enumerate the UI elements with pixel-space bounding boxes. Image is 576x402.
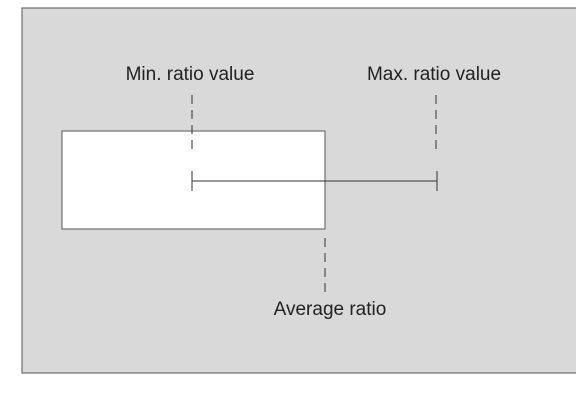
average-label: Average ratio: [274, 299, 387, 320]
min-label: Min. ratio value: [126, 64, 255, 85]
max-label: Max. ratio value: [367, 64, 501, 85]
average-box: [61, 130, 326, 230]
